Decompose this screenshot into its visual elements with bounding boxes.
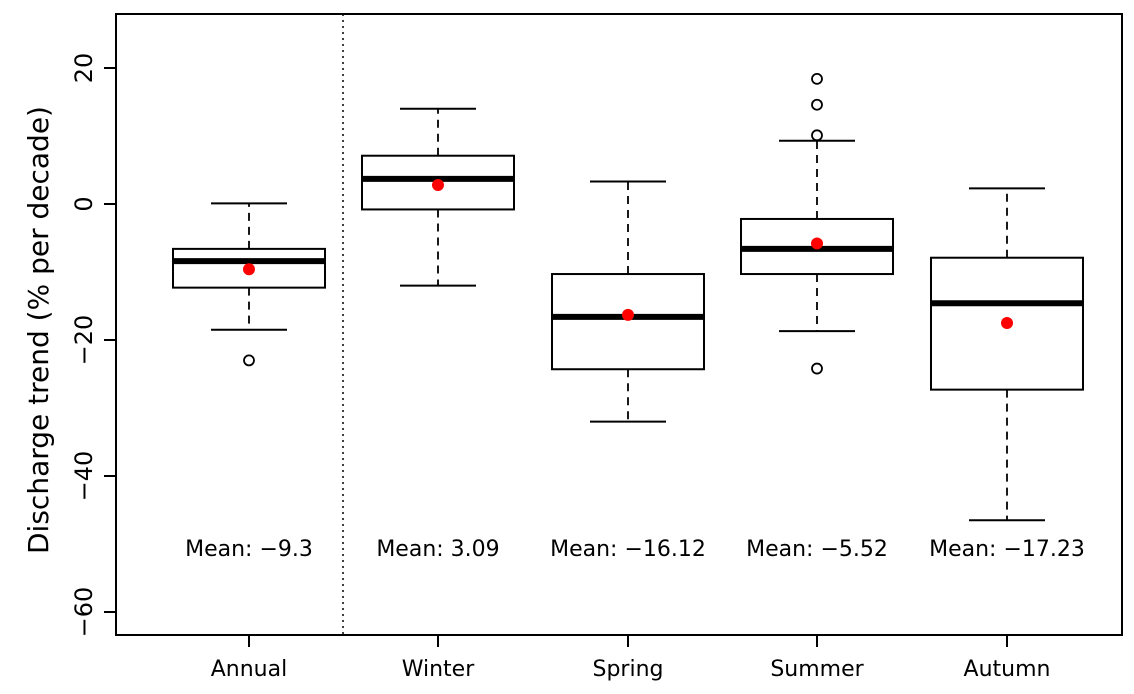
mean-marker [1001,317,1013,329]
box-autumn [930,187,1084,522]
outlier-point [811,72,823,85]
plot-frame [115,13,1123,636]
box-winter [361,107,515,287]
mean-marker [243,263,255,276]
mean-label-spring: Mean: −16.12 [550,537,706,562]
box-spring [551,180,705,423]
y-tick-label: −40 [70,451,98,502]
y-tick-label: 20 [70,53,98,84]
y-tick-label: −60 [70,587,98,638]
x-tick-label: Autumn [964,657,1051,682]
outlier-point [811,98,823,111]
mean-label-annual: Mean: −9.3 [185,537,313,562]
box-series [172,72,1084,522]
y-tick-label: −20 [70,315,98,366]
y-tick-label: 0 [70,196,98,211]
y-axis: 20 0 −20 −40 −60 [70,53,116,638]
box-summer [740,72,894,375]
iqr-box [551,273,705,371]
x-tick-label: Annual [211,657,287,682]
x-axis: Annual Winter Spring Summer Autumn [211,635,1051,682]
mean-marker [432,178,444,191]
mean-label-summer: Mean: −5.52 [746,537,888,562]
outlier-point [811,362,823,375]
box-annual [172,202,326,367]
x-tick-label: Summer [770,657,864,682]
x-tick-label: Spring [593,657,664,682]
y-axis-title: Discharge trend (% per decade) [22,106,55,554]
mean-labels: Mean: −9.3 Mean: 3.09 Mean: −16.12 Mean: −5… [185,537,1085,562]
x-tick-label: Winter [402,657,475,682]
outlier-point [243,354,255,367]
mean-label-autumn: Mean: −17.23 [929,537,1085,562]
outlier-point [811,129,823,142]
mean-marker [622,308,634,321]
mean-label-winter: Mean: 3.09 [376,537,499,562]
mean-marker [811,237,823,250]
